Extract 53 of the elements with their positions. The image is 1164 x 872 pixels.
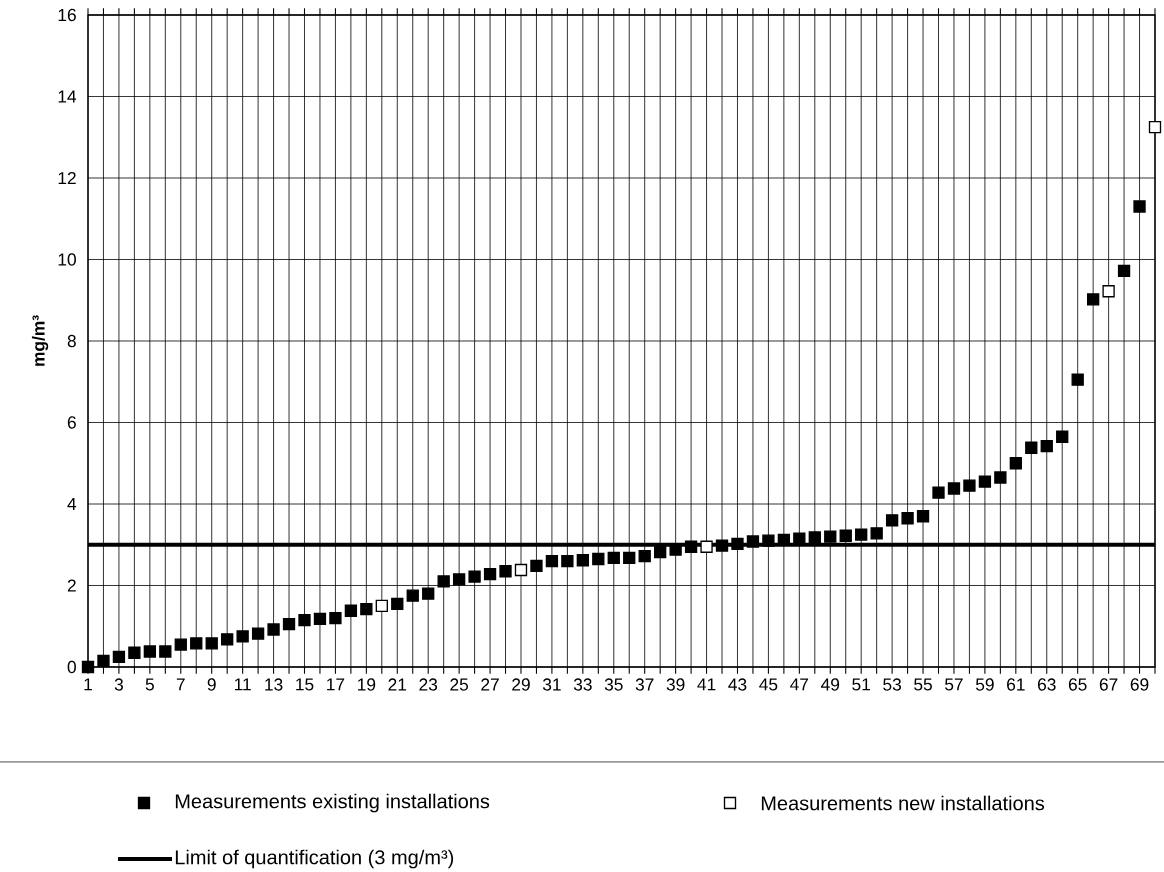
x-tick-label: 69 xyxy=(1130,678,1149,691)
x-tick-label: 25 xyxy=(450,678,469,691)
x-tick-label: 59 xyxy=(975,678,994,691)
x-tick-label: 3 xyxy=(114,678,123,691)
x-tick-label: 15 xyxy=(296,678,314,691)
x-tick-label: 47 xyxy=(790,678,809,691)
y-tick-label: 4 xyxy=(67,498,77,510)
x-tick-label: 1 xyxy=(84,678,92,691)
x-tick-label: 53 xyxy=(883,678,901,691)
point xyxy=(1102,285,1115,298)
legend-label: Measurements existing installations xyxy=(175,793,490,813)
x-tick-label: 9 xyxy=(207,678,216,691)
x-tick-label: 19 xyxy=(358,678,376,691)
x-tick-label: 61 xyxy=(1007,678,1025,691)
x-tick-label: 33 xyxy=(573,678,592,691)
x-tick-label: 45 xyxy=(759,678,778,691)
x-tick-label: 39 xyxy=(666,678,685,691)
x-tick-label: 29 xyxy=(512,678,530,691)
y-tick-label: 8 xyxy=(67,334,76,348)
x-tick-label: 5 xyxy=(145,678,154,691)
x-tick-label: 17 xyxy=(327,678,345,691)
x-tick-label: 7 xyxy=(176,678,185,691)
point xyxy=(514,563,528,577)
y-tick-label: 10 xyxy=(58,253,76,266)
y-tick-label: 6 xyxy=(67,416,76,429)
y-tick-label: 12 xyxy=(58,171,76,185)
x-tick-label: 27 xyxy=(481,678,499,691)
x-tick-label: 41 xyxy=(697,678,716,691)
x-tick-label: 63 xyxy=(1037,678,1056,691)
point xyxy=(700,540,713,553)
y-tick-label: 0 xyxy=(67,660,76,674)
x-tick-label: 57 xyxy=(945,678,963,691)
point xyxy=(1148,120,1162,134)
y-tick-label: 14 xyxy=(58,90,77,103)
x-tick-label: 23 xyxy=(419,678,438,691)
x-tick-label: 35 xyxy=(604,678,623,691)
x-tick-label: 43 xyxy=(728,678,747,691)
x-tick-label: 49 xyxy=(821,678,840,691)
x-tick-label: 55 xyxy=(914,678,932,691)
x-tick-label: 13 xyxy=(265,678,283,691)
x-tick-label: 31 xyxy=(542,678,561,691)
x-tick-label: 37 xyxy=(635,678,654,691)
x-tick-label: 21 xyxy=(388,678,407,691)
y-axis-title: mg/m³ xyxy=(31,315,49,366)
legend-label: Limit of quantification (3 mg/m³) xyxy=(175,849,454,869)
legend-label: Measurements new installations xyxy=(761,795,1045,811)
y-tick-label: 16 xyxy=(58,8,76,22)
point xyxy=(375,599,388,613)
x-tick-label: 67 xyxy=(1099,678,1118,691)
x-tick-label: 51 xyxy=(852,678,870,691)
x-tick-label: 65 xyxy=(1068,678,1087,691)
y-tick-label: 2 xyxy=(67,579,76,592)
x-tick-label: 11 xyxy=(234,678,251,691)
